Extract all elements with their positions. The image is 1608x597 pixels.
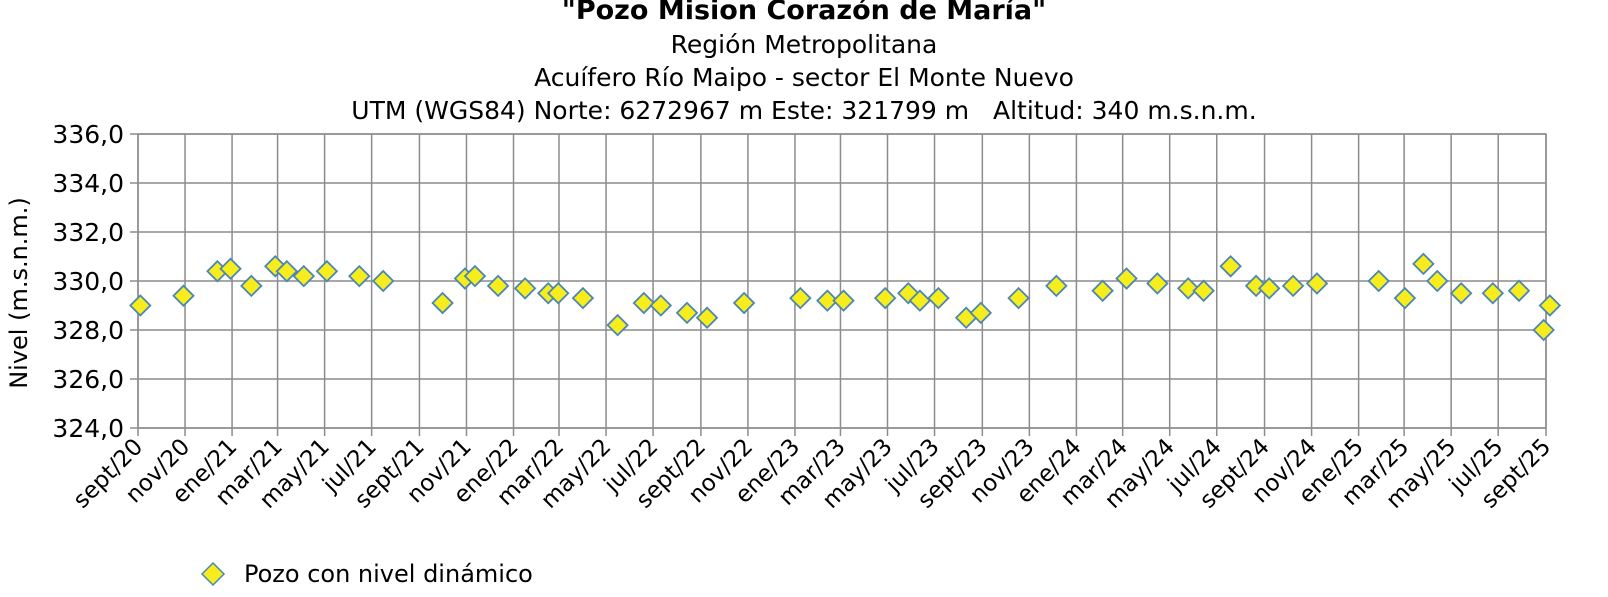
- legend-label: Pozo con nivel dinámico: [244, 560, 533, 588]
- data-point-diamond: [348, 264, 371, 288]
- data-point-diamond: [816, 289, 839, 312]
- data-point-diamond: [571, 286, 595, 310]
- data-point-diamond: [1367, 269, 1390, 293]
- data-point-diamond: [969, 301, 993, 325]
- data-point-diamond: [486, 274, 510, 298]
- data-point-diamond: [675, 301, 699, 325]
- data-point-diamond: [1007, 286, 1030, 310]
- data-point-diamond: [129, 294, 152, 317]
- data-point-diamond: [1281, 274, 1305, 298]
- data-point-diamond: [240, 274, 263, 298]
- legend-diamond-marker: [200, 561, 226, 587]
- legend: Pozo con nivel dinámico: [200, 557, 533, 591]
- chart-title: "Pozo Mision Corazón de María": [561, 0, 1047, 26]
- data-point-diamond: [732, 291, 756, 315]
- data-point-diamond: [292, 264, 316, 288]
- data-point-diamond: [1091, 279, 1114, 303]
- y-tick-label: 330,0: [52, 267, 124, 296]
- data-point-diamond: [1146, 272, 1169, 295]
- chart-subtitle-coordinates: UTM (WGS84) Norte: 6272967 m Este: 32179…: [351, 96, 1257, 125]
- data-point-diamond: [1507, 279, 1531, 303]
- y-tick-label: 326,0: [52, 365, 124, 394]
- data-point-diamond: [463, 264, 487, 288]
- data-point-diamond: [431, 291, 454, 315]
- chart-subtitle-aquifer: Acuífero Río Maipo - sector El Monte Nue…: [534, 63, 1074, 92]
- plot-border: [137, 133, 1547, 429]
- y-tick-label: 334,0: [52, 169, 124, 198]
- y-tick-label: 332,0: [52, 218, 124, 247]
- data-point-diamond: [1412, 252, 1435, 276]
- data-point-diamond: [546, 281, 570, 305]
- data-point-diamond: [832, 289, 855, 312]
- data-point-diamond: [873, 286, 897, 310]
- data-point-diamond: [695, 306, 719, 330]
- data-point-diamond: [1393, 286, 1417, 310]
- data-point-diamond: [1045, 274, 1068, 298]
- chart-subtitle-region: Región Metropolitana: [670, 30, 938, 59]
- data-point-diamond: [1115, 267, 1138, 290]
- data-point-diamond: [1426, 269, 1449, 293]
- data-point-diamond: [1176, 277, 1200, 300]
- data-point-diamond: [1532, 318, 1555, 342]
- data-point-diamond: [606, 313, 629, 337]
- data-point-diamond: [1192, 279, 1215, 303]
- y-tick-label: 328,0: [52, 316, 124, 345]
- data-point-diamond: [632, 291, 656, 315]
- data-point-diamond: [513, 277, 537, 300]
- data-point-diamond: [1219, 255, 1242, 278]
- data-point-diamond: [1449, 281, 1473, 305]
- y-tick-label: 336,0: [52, 120, 124, 149]
- data-point-diamond: [275, 259, 299, 283]
- data-point-diamond: [1538, 294, 1562, 317]
- data-point-diamond: [172, 284, 195, 307]
- y-axis-label: Nivel (m.s.n.m.): [5, 197, 33, 389]
- data-point-diamond: [315, 259, 339, 283]
- data-point-diamond: [1481, 281, 1505, 305]
- data-point-diamond: [219, 257, 242, 281]
- data-point-diamond: [908, 289, 932, 312]
- data-point-diamond: [1305, 272, 1329, 295]
- data-point-diamond: [1257, 277, 1281, 300]
- data-point-diamond: [649, 294, 673, 317]
- data-point-diamond: [927, 286, 950, 310]
- data-point-diamond: [789, 286, 812, 310]
- y-tick-label: 324,0: [52, 414, 124, 443]
- data-point-diamond: [371, 269, 395, 293]
